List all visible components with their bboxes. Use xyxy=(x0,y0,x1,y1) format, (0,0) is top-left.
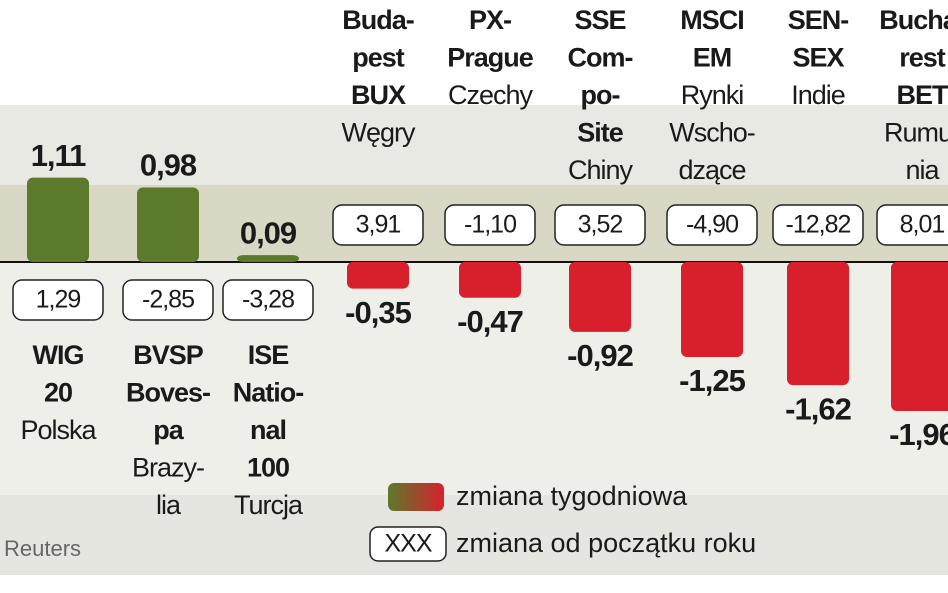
ytd-label: -12,82 xyxy=(786,211,851,239)
category-label: WIG 20 xyxy=(33,340,84,408)
value-label: 0,09 xyxy=(240,215,297,250)
ytd-label: -3,28 xyxy=(242,286,294,314)
value-label: -0,35 xyxy=(345,295,411,330)
country-label: Brazy-lia xyxy=(132,453,204,521)
source: Reuters xyxy=(4,536,81,561)
category-label: ISE Natio-nal 100 xyxy=(233,340,304,483)
country-label: Polska xyxy=(20,415,97,445)
ytd-box xyxy=(554,204,646,246)
category-label: PX-Prague xyxy=(447,5,534,73)
ytd-box xyxy=(122,279,214,321)
bar xyxy=(787,262,849,386)
ytd-box xyxy=(666,204,758,246)
country-label: Chiny xyxy=(568,155,634,185)
ytd-box xyxy=(332,204,424,246)
bar xyxy=(237,255,299,262)
ytd-label: -1,10 xyxy=(464,211,516,239)
ytd-label: 3,91 xyxy=(356,211,401,239)
value-label: -1,25 xyxy=(679,363,745,398)
country-label: Czechy xyxy=(448,80,534,110)
ytd-label: 3,52 xyxy=(578,211,623,239)
ytd-label: -4,90 xyxy=(686,211,738,239)
category-label: Buda-pest BUX xyxy=(342,5,414,110)
value-label: -0,47 xyxy=(457,304,523,339)
country-label: Turcja xyxy=(234,490,304,520)
ytd-box xyxy=(772,204,864,246)
legend-label: zmiana od początku roku xyxy=(456,528,756,558)
category-label: BVSP Boves-pa xyxy=(126,340,210,445)
legend-box xyxy=(369,526,447,562)
legend-sample: XXX xyxy=(384,530,432,558)
country-label: Węgry xyxy=(341,118,416,148)
category-label: SEN-SEX xyxy=(788,5,849,73)
value-label: -1,62 xyxy=(785,391,851,426)
band xyxy=(0,495,948,575)
country-label: Rynki Wscho-dzące xyxy=(669,80,755,185)
bar xyxy=(891,262,948,411)
bar xyxy=(569,262,631,332)
value-label: -1,96 xyxy=(889,417,948,452)
country-label: Rumu-nia xyxy=(884,118,948,186)
band xyxy=(0,105,948,185)
legend-label: zmiana tygodniowa xyxy=(456,481,688,511)
legend-swatch xyxy=(388,483,444,511)
ytd-box xyxy=(222,279,314,321)
bar xyxy=(681,262,743,357)
ytd-box xyxy=(876,204,948,246)
ytd-box xyxy=(12,279,104,321)
bar xyxy=(27,177,89,262)
value-label: -0,92 xyxy=(567,338,633,373)
bar xyxy=(137,187,199,262)
category-label: MSCI EM xyxy=(680,5,744,73)
ytd-label: -2,85 xyxy=(142,286,194,314)
category-label: SSE Com-po-Site xyxy=(568,5,633,148)
bar xyxy=(347,262,409,289)
value-label: 0,98 xyxy=(140,148,197,183)
country-label: Indie xyxy=(791,80,845,110)
value-label: 1,11 xyxy=(31,138,86,173)
ytd-label: 1,29 xyxy=(36,286,81,314)
ytd-label: 8,01 xyxy=(900,211,945,239)
bar xyxy=(459,262,521,298)
ytd-box xyxy=(444,204,536,246)
